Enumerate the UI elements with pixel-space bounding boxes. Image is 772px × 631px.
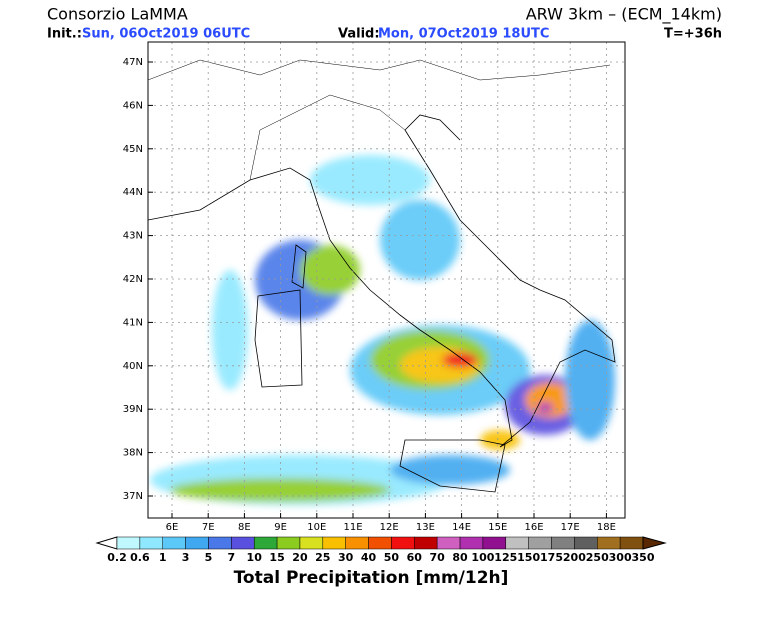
colorbar-title: Total Precipitation [mm/12h] xyxy=(234,568,509,588)
colorbar-label: 40 xyxy=(361,551,377,564)
colorbar-label: 25 xyxy=(315,551,330,564)
colorbar-label: 60 xyxy=(407,551,423,564)
colorbar-label: 1 xyxy=(159,551,167,564)
colorbar-low xyxy=(95,536,118,550)
model: ARW 3km – (ECM_14km) xyxy=(526,5,722,25)
colorbar-segment xyxy=(551,536,575,550)
colorbar-label: 300 xyxy=(609,551,632,564)
colorbar-segment xyxy=(597,536,621,550)
colorbar-segment xyxy=(391,536,415,550)
colorbar-segment xyxy=(574,536,598,550)
colorbar-label: 30 xyxy=(338,551,354,564)
lat-label: 39N xyxy=(123,404,143,415)
colorbar-segment xyxy=(208,536,232,550)
colorbar-label: 20 xyxy=(292,551,308,564)
lat-label: 40N xyxy=(123,361,143,372)
title: Consorzio LaMMA xyxy=(47,5,188,24)
lon-label: 11E xyxy=(343,522,362,533)
colorbar-label: 70 xyxy=(430,551,446,564)
colorbar-segment xyxy=(139,536,163,550)
colorbar-label: 10 xyxy=(247,551,263,564)
lat-label: 41N xyxy=(123,317,143,328)
lon-label: 15E xyxy=(488,522,507,533)
lead-time: T=+36h xyxy=(664,27,722,42)
lon-label: 8E xyxy=(238,522,251,533)
colorbar-segment xyxy=(368,536,392,550)
colorbar-label: 250 xyxy=(586,551,609,564)
map-frame xyxy=(147,41,626,519)
lat-label: 37N xyxy=(123,491,143,502)
lon-label: 17E xyxy=(561,522,580,533)
colorbar-label: 200 xyxy=(563,551,586,564)
colorbar-label: 150 xyxy=(517,551,540,564)
precipitation xyxy=(150,155,615,505)
colorbar-segment xyxy=(505,536,529,550)
lon-label: 14E xyxy=(452,522,471,533)
lon-label: 7E xyxy=(202,522,215,533)
colorbar-segment xyxy=(231,536,255,550)
colorbar-segment xyxy=(116,536,141,550)
colorbar-label: 175 xyxy=(540,551,563,564)
colorbar-label: 0.6 xyxy=(130,551,150,564)
colorbar-label: 125 xyxy=(494,551,517,564)
colorbar-label: 15 xyxy=(269,551,284,564)
colorbar-segment xyxy=(162,536,186,550)
lon-label: 10E xyxy=(307,522,326,533)
init-time: Sun, 06Oct2019 06UTC xyxy=(82,27,250,42)
lon-label: 12E xyxy=(380,522,399,533)
lat-label: 38N xyxy=(123,448,143,459)
lat-label: 43N xyxy=(123,231,143,242)
colorbar-high xyxy=(642,536,667,550)
graticule xyxy=(148,42,625,518)
colorbar-label: 80 xyxy=(452,551,468,564)
colorbar-segment xyxy=(414,536,438,550)
colorbar-label: 3 xyxy=(182,551,190,564)
colorbar-label: 350 xyxy=(632,551,655,564)
lat-label: 42N xyxy=(123,274,143,285)
colorbar-label: 0.2 xyxy=(107,551,127,564)
valid-label: Valid: xyxy=(338,27,380,42)
colorbar-segment xyxy=(619,536,644,550)
init-label: Init.: xyxy=(47,27,82,42)
map xyxy=(148,42,625,518)
colorbar-label: 5 xyxy=(205,551,213,564)
valid-time: Mon, 07Oct2019 18UTC xyxy=(378,27,549,42)
colorbar-segment xyxy=(253,536,278,550)
lon-label: 16E xyxy=(524,522,543,533)
lat-label: 45N xyxy=(123,144,143,155)
colorbar: 0.2 0.6 1 3 5 7 10 15 20 25 30 40 50 60 70 80 100 125 150 1… xyxy=(95,536,667,564)
colorbar-segment xyxy=(459,536,484,550)
coastlines xyxy=(148,59,616,493)
colorbar-label: 50 xyxy=(384,551,400,564)
colorbar-segment xyxy=(482,536,507,550)
colorbar-label: 100 xyxy=(471,551,494,564)
lat-label: 44N xyxy=(123,187,143,198)
lat-label: 47N xyxy=(123,57,143,68)
lon-label: 9E xyxy=(274,522,287,533)
lat-label: 46N xyxy=(123,100,143,111)
lon-label: 6E xyxy=(166,522,179,533)
colorbar-segment xyxy=(436,536,461,550)
colorbar-segment xyxy=(345,536,369,550)
colorbar-segment xyxy=(299,536,324,550)
colorbar-segment xyxy=(276,536,301,550)
colorbar-segment xyxy=(322,536,346,550)
lon-label: 18E xyxy=(597,522,616,533)
lon-label: 13E xyxy=(416,522,435,533)
colorbar-label: 7 xyxy=(228,551,236,564)
map-axes: 47N 46N 45N 44N 43N 42N 41N 40N 39N 38N 37N 6E 7E 8E 9… xyxy=(123,57,616,533)
colorbar-segment xyxy=(185,536,209,550)
colorbar-segment xyxy=(528,536,552,550)
